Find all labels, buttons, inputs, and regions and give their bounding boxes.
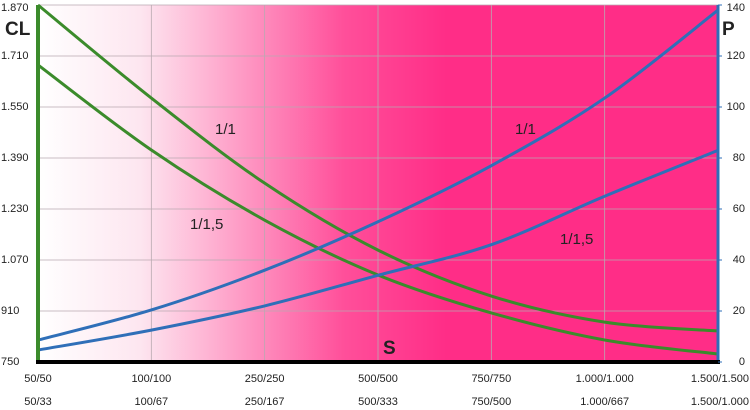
series-label: 1/1,5 [190,216,223,233]
x-tick-label-secondary: 250/167 [245,396,285,408]
y2-tick-label: 40 [733,254,745,266]
x-tick-label: 500/500 [358,373,398,385]
series-line [37,63,719,356]
y-tick-label: 1.550 [1,101,29,113]
x-axis-label: S [383,338,396,359]
x-tick-label: 1.000/1.000 [576,373,634,385]
x-tick-label-secondary: 100/67 [135,396,169,408]
series-line [37,3,719,333]
y2-tick-label: 20 [733,305,745,317]
y-tick-label: 1.710 [1,50,29,62]
y-tick-label: 1.870 [1,2,29,14]
x-tick-label: 50/50 [24,373,52,385]
y-axis-label: CL [5,19,31,40]
x-tick-label: 1.500/1.500 [691,373,749,385]
x-tick-label: 100/100 [131,373,171,385]
y-tick-label: 1.390 [1,152,29,164]
series-label: 1/1,5 [560,231,593,248]
series-line [37,8,719,342]
y-tick-label: 1.230 [1,203,29,215]
x-tick-label-secondary: 1.500/1.000 [691,396,749,408]
y2-tick-label: 0 [739,356,745,368]
series-label: 1/1 [215,121,236,138]
y2-tick-label: 100 [727,101,745,113]
y2-tick-label: 140 [727,2,745,14]
x-tick-label-secondary: 1.000/667 [580,396,629,408]
y-tick-label: 1.070 [1,254,29,266]
series-label: 1/1 [515,121,536,138]
series-line [37,148,719,352]
y2-tick-label: 60 [733,203,745,215]
x-tick-label-secondary: 500/333 [358,396,398,408]
x-tick-label: 750/750 [471,373,511,385]
y-tick-label: 910 [1,305,19,317]
y2-axis-label: P [722,19,735,40]
x-tick-label-secondary: 50/33 [24,396,52,408]
y2-tick-label: 120 [727,50,745,62]
x-tick-label-secondary: 750/500 [471,396,511,408]
y-tick-label: 750 [1,356,19,368]
x-tick-label: 250/250 [245,373,285,385]
y2-tick-label: 80 [733,152,745,164]
